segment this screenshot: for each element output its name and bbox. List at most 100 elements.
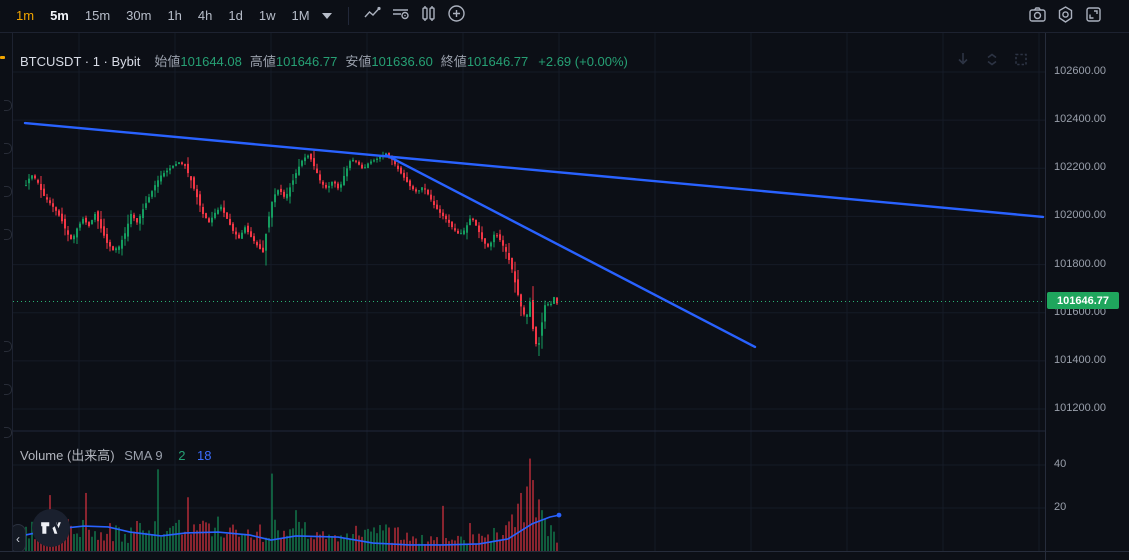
candle-body bbox=[70, 234, 72, 240]
axis-corner-divider bbox=[1045, 552, 1046, 560]
snapshot-button[interactable] bbox=[1023, 4, 1051, 30]
candle-body bbox=[271, 201, 273, 218]
candle-body bbox=[106, 234, 108, 243]
candle-body bbox=[409, 180, 411, 187]
candle-body bbox=[136, 218, 138, 223]
candle-body bbox=[214, 212, 216, 218]
candle-body bbox=[526, 314, 528, 317]
move-pane-down-icon[interactable] bbox=[956, 52, 970, 72]
maximize-pane-icon[interactable] bbox=[1014, 52, 1028, 72]
trendline-drawing[interactable] bbox=[384, 153, 757, 349]
volume-bar bbox=[73, 534, 75, 551]
candle-body bbox=[208, 218, 210, 223]
volume-bar bbox=[295, 510, 297, 551]
timeframe-button-30m[interactable]: 30m bbox=[126, 8, 152, 23]
timeframe-button-1d[interactable]: 1d bbox=[228, 8, 243, 23]
candle-body bbox=[475, 219, 477, 226]
candle-body bbox=[220, 206, 222, 210]
timeframe-button-15m[interactable]: 15m bbox=[84, 8, 111, 23]
candle-body bbox=[427, 189, 429, 195]
volume-bar bbox=[508, 521, 510, 551]
volume-bar bbox=[307, 538, 309, 551]
candle-body bbox=[31, 175, 33, 179]
volume-bar bbox=[154, 521, 156, 551]
candle-body bbox=[94, 214, 96, 220]
price-chart-canvas[interactable] bbox=[12, 33, 1045, 551]
candle-body bbox=[325, 184, 327, 188]
volume-bar bbox=[106, 533, 108, 551]
candle-body bbox=[394, 159, 396, 165]
volume-bar bbox=[247, 529, 249, 551]
volume-bar bbox=[424, 544, 426, 551]
candle-body bbox=[151, 191, 153, 197]
candle-body bbox=[277, 190, 279, 195]
timeframe-button-4h[interactable]: 4h bbox=[197, 8, 213, 23]
volume-bar bbox=[457, 535, 459, 551]
volume-bar bbox=[490, 542, 492, 551]
ohlc-field-label: 終値 bbox=[440, 54, 467, 69]
timeframe-group: 1m 5m 15m 30m 1h 4h 1d 1w 1M bbox=[8, 4, 318, 28]
indicator-templates-button[interactable] bbox=[387, 3, 415, 29]
volume-bar bbox=[313, 539, 315, 551]
indicators-button[interactable] bbox=[359, 3, 387, 29]
tool-icon-fragment bbox=[4, 384, 12, 395]
drawing-toolbar-strip[interactable] bbox=[0, 33, 13, 560]
fullscreen-button[interactable] bbox=[1079, 4, 1107, 30]
volume-bar bbox=[70, 525, 72, 551]
timeframe-button-1w[interactable]: 1w bbox=[258, 8, 276, 23]
candle-body bbox=[472, 218, 474, 221]
time-axis[interactable] bbox=[0, 551, 1129, 560]
volume-bar bbox=[529, 458, 531, 551]
price-axis[interactable]: 101646.77 102600.00 102400.00 102200.00 102… bbox=[1045, 33, 1129, 551]
volume-bar bbox=[229, 527, 231, 551]
trendline-drawing[interactable] bbox=[23, 121, 1045, 219]
candle-body bbox=[190, 176, 192, 181]
timeframe-dropdown-icon[interactable] bbox=[321, 13, 332, 19]
volume-bar bbox=[472, 534, 474, 551]
chart-settings-button[interactable] bbox=[1051, 4, 1079, 30]
volume-bar bbox=[133, 531, 135, 551]
timeframe-button-1m[interactable]: 1m bbox=[16, 8, 35, 23]
candle-body bbox=[331, 181, 333, 186]
candle-body bbox=[292, 180, 294, 185]
volume-bar bbox=[526, 486, 528, 551]
ohlc-field-value: 101646.77 bbox=[466, 54, 529, 69]
timeframe-button-1M[interactable]: 1M bbox=[291, 8, 310, 23]
volume-bar bbox=[37, 538, 39, 551]
volume-bar bbox=[421, 534, 423, 551]
candle-body bbox=[82, 218, 84, 224]
volume-title[interactable]: Volume (出来高) bbox=[20, 448, 115, 463]
candle-body bbox=[145, 203, 147, 208]
volume-bar bbox=[82, 519, 84, 551]
candle-body bbox=[223, 207, 225, 213]
tradingview-logo[interactable] bbox=[32, 509, 70, 547]
volume-bar bbox=[76, 533, 78, 551]
timeframe-button-5m[interactable]: 5m bbox=[50, 8, 69, 23]
candle-body bbox=[406, 177, 408, 182]
timeframe-button-1h[interactable]: 1h bbox=[167, 8, 182, 23]
volume-bar bbox=[196, 530, 198, 551]
collapse-pane-icon[interactable] bbox=[985, 52, 999, 72]
volume-bar bbox=[340, 535, 342, 551]
volume-bar bbox=[322, 531, 324, 551]
chart-toolbar: 1m 5m 15m 30m 1h 4h 1d 1w 1M bbox=[0, 0, 1129, 33]
volume-bar bbox=[352, 534, 354, 551]
symbol-title[interactable]: BTCUSDT · 1 · Bybit bbox=[20, 54, 141, 69]
volume-bar bbox=[157, 469, 159, 551]
candle-body bbox=[142, 209, 144, 218]
pane-controls bbox=[956, 52, 1028, 72]
price-tick-label: 102400.00 bbox=[1054, 113, 1106, 126]
candle-body bbox=[55, 207, 57, 211]
candle-style-button[interactable] bbox=[415, 3, 443, 29]
volume-bar bbox=[241, 534, 243, 551]
volume-bar bbox=[520, 492, 522, 551]
add-compare-button[interactable] bbox=[443, 3, 471, 29]
volume-bar bbox=[436, 537, 438, 551]
candle-body bbox=[169, 168, 171, 171]
volume-bar bbox=[31, 521, 33, 551]
candle-body bbox=[355, 160, 357, 162]
volume-bar bbox=[253, 539, 255, 551]
candle-body bbox=[529, 301, 531, 317]
candle-body bbox=[535, 326, 537, 345]
volume-legend: Volume (出来高) SMA 9 2 18 bbox=[20, 445, 212, 464]
